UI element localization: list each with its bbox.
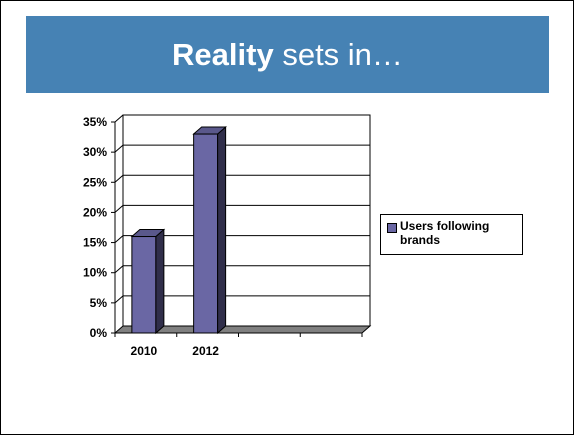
legend-label: Users following brands <box>400 219 490 247</box>
bar-front <box>193 133 219 334</box>
bar-top <box>130 229 166 238</box>
chart-axes <box>111 121 363 337</box>
slide-title-bold: Reality <box>172 36 274 72</box>
slide-title: Reality sets in… <box>172 37 403 73</box>
y-tick-label: 30% <box>83 145 107 159</box>
slide-title-bar: Reality sets in… <box>26 16 549 93</box>
y-tick-label: 5% <box>90 296 108 310</box>
bar <box>192 125 227 335</box>
bar <box>130 228 166 335</box>
bar-side <box>217 125 227 335</box>
x-tick-label: 2010 <box>131 344 158 358</box>
gridline-side <box>114 144 124 153</box>
gridline-side <box>114 114 124 123</box>
gridline-side <box>114 205 124 213</box>
chart-bars <box>130 125 227 335</box>
gridline-side <box>114 174 124 183</box>
y-tick-label: 20% <box>83 205 107 219</box>
chart-legend: Users following brands <box>380 214 523 255</box>
y-tick-label: 35% <box>83 115 107 129</box>
y-tick-label: 0% <box>90 326 108 340</box>
y-tick-labels: 0% 5% 10% 15% 20% 25% 30% 35% <box>83 115 107 340</box>
bar-top <box>192 126 227 135</box>
legend-swatch <box>387 223 397 233</box>
y-tick-label: 10% <box>83 266 107 280</box>
bar-front <box>131 236 157 334</box>
x-tick-labels: 2010 2012 <box>131 344 220 358</box>
gridline-side <box>114 265 124 274</box>
slide-title-rest: sets in… <box>273 36 403 72</box>
y-tick-label: 25% <box>83 175 107 189</box>
gridline-side <box>114 235 124 243</box>
bar-side <box>155 228 165 335</box>
x-tick-label: 2012 <box>192 344 219 358</box>
gridline-side <box>114 295 124 304</box>
y-tick-label: 15% <box>83 236 107 250</box>
